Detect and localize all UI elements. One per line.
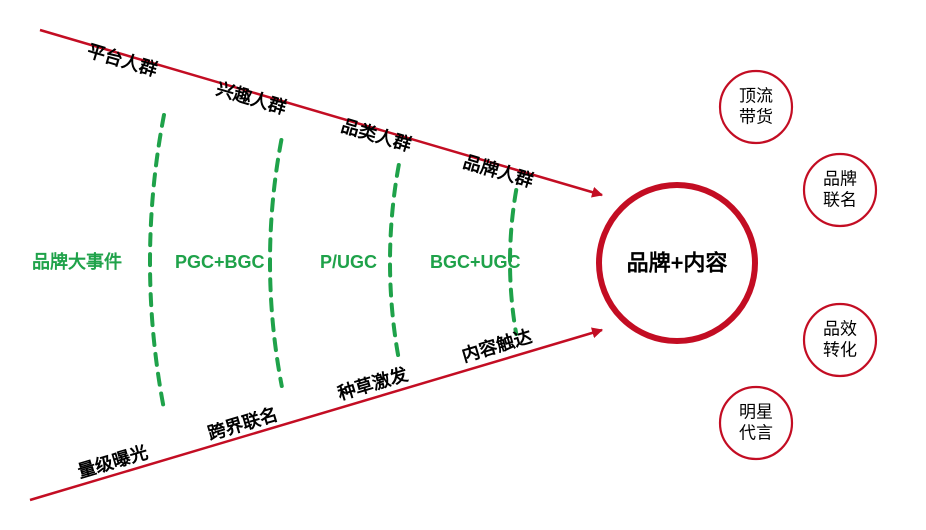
orbit-label-0-line1: 顶流 xyxy=(739,87,773,106)
top_labels-3: 品牌人群 xyxy=(461,151,536,191)
funnel-label-3: BGC+UGC xyxy=(430,252,521,272)
orbit-label-3-line2: 代言 xyxy=(739,424,773,443)
top_labels-2: 品类人群 xyxy=(339,115,414,155)
funnel-arc-1 xyxy=(270,140,282,386)
funnel-label-1: PGC+BGC xyxy=(175,252,265,272)
orbit-label-1-line2: 联名 xyxy=(823,191,857,210)
orbit-label-3-line1: 明星 xyxy=(739,403,773,422)
funnel-arc-0 xyxy=(150,115,165,412)
bottom-arrow xyxy=(30,330,602,500)
orbit-label-2-line1: 品效 xyxy=(823,320,857,339)
top_labels-0: 平台人群 xyxy=(85,40,160,80)
orbit-label-2-line2: 转化 xyxy=(823,341,857,360)
center-label: 品牌+内容 xyxy=(627,251,728,276)
funnel-arc-2 xyxy=(390,165,399,360)
funnel-label-2: P/UGC xyxy=(320,252,377,272)
bottom_labels-3: 内容触达 xyxy=(459,325,534,366)
funnel-label-0: 品牌大事件 xyxy=(32,251,122,272)
top_labels-1: 兴趣人群 xyxy=(214,78,289,118)
orbit-label-0-line2: 带货 xyxy=(739,108,773,127)
orbit-label-1-line1: 品牌 xyxy=(823,170,857,189)
